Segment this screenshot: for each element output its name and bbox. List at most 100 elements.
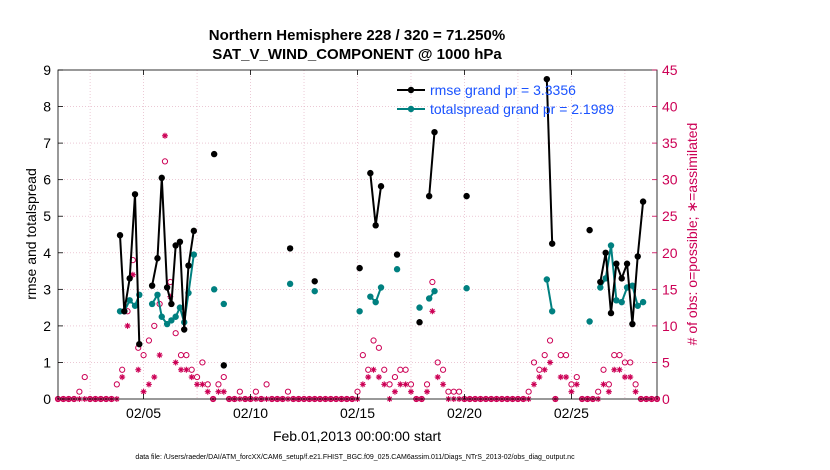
rmse-point bbox=[163, 284, 171, 291]
rmse-point bbox=[311, 278, 318, 285]
obs-possible-marker bbox=[402, 366, 409, 373]
obs-assimilated-marker bbox=[605, 388, 612, 395]
obs-possible-marker bbox=[605, 381, 612, 388]
obs-possible-marker bbox=[536, 366, 543, 373]
spread-point bbox=[210, 286, 218, 293]
obs-assimilated-marker bbox=[375, 374, 382, 381]
spread-point bbox=[190, 251, 198, 258]
obs-possible-marker bbox=[573, 373, 580, 381]
obs-possible-marker bbox=[439, 366, 447, 373]
x-tick-label: 02/20 bbox=[447, 405, 482, 421]
data-file-footnote: data file: /Users/raeder/DAI/ATM_forcXX/… bbox=[135, 454, 575, 461]
obs-possible-marker bbox=[204, 381, 211, 388]
spread-point bbox=[126, 297, 133, 304]
rmse-point bbox=[126, 275, 133, 282]
obs-assimilated-marker bbox=[129, 271, 136, 278]
obs-assimilated-marker bbox=[161, 132, 168, 139]
chart-title: Northern Hemisphere 228 / 320 = 71.250% bbox=[209, 27, 505, 44]
rmse-point bbox=[597, 278, 604, 286]
obs-assimilated-marker bbox=[119, 374, 126, 381]
x-tick-label: 02/25 bbox=[554, 405, 589, 421]
obs-possible-marker bbox=[391, 373, 399, 381]
rmse-point bbox=[393, 251, 401, 258]
obs-assimilated-marker bbox=[440, 381, 447, 388]
obs-possible-marker bbox=[370, 337, 377, 344]
y-left-tick-label: 9 bbox=[43, 62, 51, 78]
x-tick-label: 02/10 bbox=[233, 405, 268, 421]
obs-possible-marker bbox=[365, 366, 372, 373]
spread-point bbox=[393, 266, 401, 273]
rmse-point bbox=[172, 242, 179, 249]
y-left-tick-label: 2 bbox=[43, 318, 51, 334]
obs-assimilated-marker bbox=[611, 366, 618, 373]
grid bbox=[58, 70, 657, 399]
rmse-line bbox=[369, 172, 382, 227]
obs-assimilated-marker bbox=[568, 388, 575, 395]
axis-ticks: 02/05 02/10 02/15 02/20 02/25012345678905101… bbox=[43, 62, 678, 421]
obs-assimilated-marker bbox=[365, 374, 372, 381]
obs-assimilated-marker bbox=[616, 366, 623, 373]
y-left-tick-label: 1 bbox=[43, 354, 51, 370]
y-right-tick-label: 0 bbox=[662, 391, 670, 407]
obs-count-markers bbox=[54, 132, 661, 403]
spread-point bbox=[131, 302, 139, 309]
rmse-point bbox=[356, 264, 363, 272]
obs-assimilated-marker bbox=[434, 374, 441, 381]
obs-possible-marker bbox=[140, 352, 147, 359]
legend-rmse-marker bbox=[407, 86, 415, 94]
obs-assimilated-marker bbox=[215, 388, 222, 395]
obs-assimilated-marker bbox=[407, 388, 414, 395]
rmse-point bbox=[181, 326, 188, 333]
obs-possible-marker bbox=[113, 381, 120, 388]
rmse-point bbox=[618, 275, 625, 282]
obs-possible-marker bbox=[252, 388, 259, 395]
obs-assimilated-marker bbox=[140, 388, 147, 395]
spread-point bbox=[431, 287, 438, 295]
spread-point bbox=[154, 291, 161, 299]
obs-assimilated-marker bbox=[627, 374, 634, 381]
legend-spread-marker bbox=[407, 105, 415, 113]
obs-assimilated-marker bbox=[178, 366, 185, 373]
rmse-point bbox=[220, 362, 227, 369]
spread-point bbox=[163, 320, 171, 328]
rmse-point bbox=[586, 226, 593, 234]
obs-assimilated-marker bbox=[151, 374, 158, 381]
spread-point bbox=[543, 276, 551, 283]
spread-point bbox=[220, 300, 227, 308]
spread-point bbox=[463, 285, 470, 292]
y-right-tick-label: 45 bbox=[662, 62, 678, 78]
spread-point bbox=[613, 297, 620, 304]
obs-possible-marker bbox=[445, 388, 452, 395]
spread-point bbox=[168, 317, 175, 324]
legend-rmse-label: rmse grand pr = 3.3356 bbox=[430, 82, 576, 98]
rmse-point bbox=[548, 240, 556, 247]
spread-point bbox=[286, 280, 294, 288]
obs-possible-marker bbox=[172, 330, 179, 337]
rmse-point bbox=[210, 150, 218, 158]
spread-point bbox=[176, 304, 184, 311]
rmse-point bbox=[543, 75, 551, 83]
y-left-tick-label: 8 bbox=[43, 99, 51, 115]
data-series bbox=[116, 75, 647, 369]
obs-assimilated-marker bbox=[397, 381, 404, 388]
rmse-point bbox=[634, 253, 641, 260]
obs-possible-marker bbox=[423, 381, 431, 388]
obs-assimilated-marker bbox=[391, 388, 398, 395]
rmse-point bbox=[367, 169, 374, 177]
obs-possible-marker bbox=[434, 359, 441, 366]
obs-possible-marker bbox=[627, 359, 634, 366]
obs-assimilated-marker bbox=[199, 381, 206, 388]
rmse-point bbox=[629, 320, 636, 328]
legend: rmse grand pr = 3.3356 totalspread grand… bbox=[397, 82, 614, 117]
obs-possible-marker bbox=[151, 322, 158, 329]
obs-possible-marker bbox=[397, 366, 404, 373]
spread-point bbox=[372, 298, 379, 306]
obs-possible-marker bbox=[600, 366, 607, 373]
rmse-line bbox=[545, 79, 554, 244]
x-tick-label: 02/15 bbox=[340, 405, 375, 421]
obs-possible-marker bbox=[450, 388, 457, 395]
obs-assimilated-marker bbox=[424, 388, 431, 395]
rmse-point bbox=[416, 319, 423, 326]
obs-assimilated-marker bbox=[145, 381, 152, 388]
obs-possible-marker bbox=[236, 388, 243, 395]
